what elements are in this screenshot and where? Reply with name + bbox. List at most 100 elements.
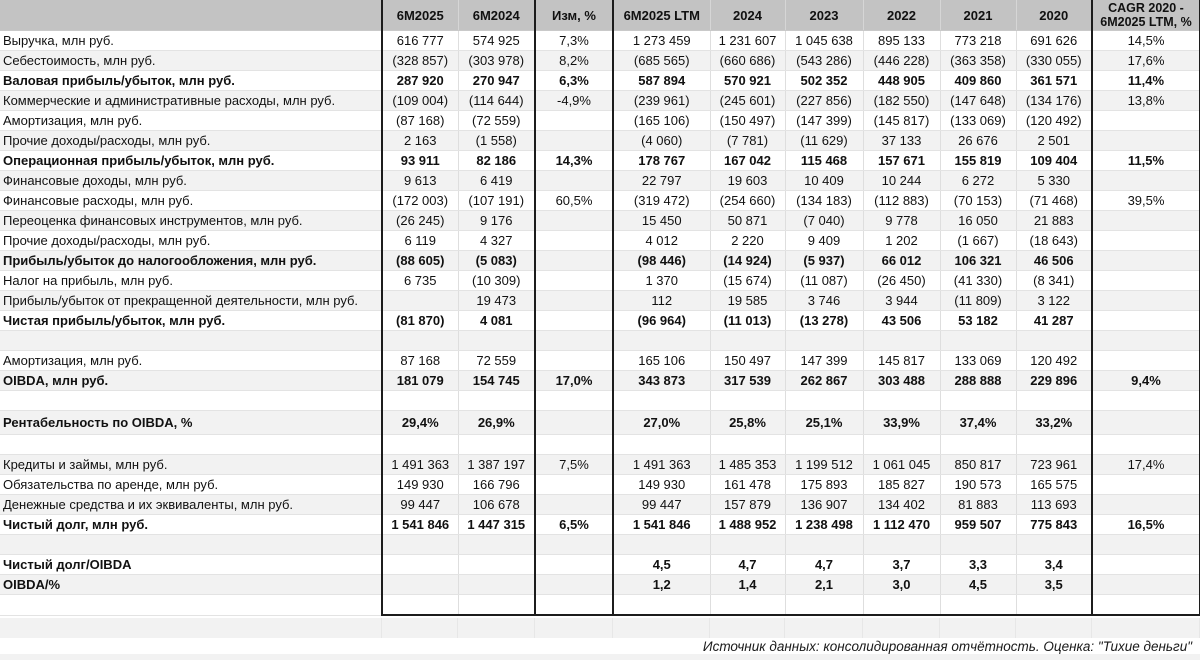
value-cell[interactable]: (96 964) <box>612 310 711 331</box>
row-label-cell[interactable]: Рентабельность по OIBDA, % <box>0 410 383 435</box>
value-cell[interactable] <box>1016 434 1093 455</box>
value-cell[interactable]: 17,6% <box>1091 50 1200 71</box>
empty-cell[interactable] <box>382 618 458 638</box>
value-cell[interactable]: 157 671 <box>863 150 941 171</box>
value-cell[interactable] <box>458 574 536 595</box>
empty-cell[interactable] <box>863 618 940 638</box>
value-cell[interactable]: 1 370 <box>612 270 711 291</box>
value-cell[interactable]: (239 961) <box>612 90 711 111</box>
value-cell[interactable]: 11,4% <box>1091 70 1200 91</box>
value-cell[interactable]: (1 558) <box>458 130 536 151</box>
value-cell[interactable] <box>1016 330 1093 351</box>
value-cell[interactable]: 2 163 <box>381 130 459 151</box>
value-cell[interactable] <box>1091 290 1200 311</box>
value-cell[interactable]: 9 409 <box>785 230 864 251</box>
value-cell[interactable]: 4,5 <box>612 554 711 575</box>
row-label-cell[interactable]: Чистая прибыль/убыток, млн руб. <box>0 310 383 331</box>
value-cell[interactable]: 9 176 <box>458 210 536 231</box>
value-cell[interactable]: 29,4% <box>381 410 459 435</box>
value-cell[interactable] <box>612 434 711 455</box>
value-cell[interactable]: 178 767 <box>612 150 711 171</box>
value-cell[interactable]: (10 309) <box>458 270 536 291</box>
value-cell[interactable] <box>1091 110 1200 131</box>
value-cell[interactable] <box>940 594 1017 616</box>
value-cell[interactable]: 287 920 <box>381 70 459 91</box>
value-cell[interactable]: 7,3% <box>534 30 614 51</box>
row-label-cell[interactable]: Амортизация, млн руб. <box>0 350 383 371</box>
value-cell[interactable] <box>1091 534 1200 555</box>
value-cell[interactable] <box>612 390 711 411</box>
value-cell[interactable]: 190 573 <box>940 474 1017 495</box>
value-cell[interactable]: 19 473 <box>458 290 536 311</box>
value-cell[interactable] <box>863 434 941 455</box>
value-cell[interactable] <box>863 390 941 411</box>
value-cell[interactable]: (133 069) <box>940 110 1017 131</box>
value-cell[interactable]: 17,4% <box>1091 454 1200 475</box>
value-cell[interactable]: 6,5% <box>534 514 614 535</box>
row-label-cell[interactable]: OIBDA, млн руб. <box>0 370 383 391</box>
value-cell[interactable]: (18 643) <box>1016 230 1093 251</box>
value-cell[interactable]: (11 013) <box>710 310 786 331</box>
row-label-cell[interactable]: Прочие доходы/расходы, млн руб. <box>0 230 383 251</box>
value-cell[interactable]: 1,4 <box>710 574 786 595</box>
value-cell[interactable]: 185 827 <box>863 474 941 495</box>
value-cell[interactable]: 115 468 <box>785 150 864 171</box>
value-cell[interactable]: 133 069 <box>940 350 1017 371</box>
value-cell[interactable] <box>534 210 614 231</box>
row-label-cell[interactable]: OIBDA/% <box>0 574 383 595</box>
value-cell[interactable] <box>534 170 614 191</box>
value-cell[interactable]: 587 894 <box>612 70 711 91</box>
value-cell[interactable]: 773 218 <box>940 30 1017 51</box>
column-header-6M2025 LTM[interactable]: 6M2025 LTM <box>612 0 711 31</box>
value-cell[interactable]: 6 419 <box>458 170 536 191</box>
value-cell[interactable]: 14,3% <box>534 150 614 171</box>
value-cell[interactable]: (13 278) <box>785 310 864 331</box>
value-cell[interactable] <box>381 290 459 311</box>
value-cell[interactable]: 72 559 <box>458 350 536 371</box>
value-cell[interactable]: 850 817 <box>940 454 1017 475</box>
value-cell[interactable]: (245 601) <box>710 90 786 111</box>
value-cell[interactable]: 317 539 <box>710 370 786 391</box>
value-cell[interactable] <box>458 554 536 575</box>
value-cell[interactable]: 1 387 197 <box>458 454 536 475</box>
value-cell[interactable]: (5 083) <box>458 250 536 271</box>
value-cell[interactable] <box>534 574 614 595</box>
row-label-cell[interactable] <box>0 434 383 455</box>
column-header-2023[interactable]: 2023 <box>785 0 864 31</box>
value-cell[interactable]: 6 119 <box>381 230 459 251</box>
value-cell[interactable]: 113 693 <box>1016 494 1093 515</box>
value-cell[interactable]: 1 045 638 <box>785 30 864 51</box>
value-cell[interactable] <box>1091 130 1200 151</box>
value-cell[interactable] <box>1091 390 1200 411</box>
value-cell[interactable]: 9 613 <box>381 170 459 191</box>
value-cell[interactable] <box>940 390 1017 411</box>
value-cell[interactable]: 1 491 363 <box>612 454 711 475</box>
value-cell[interactable]: 149 930 <box>381 474 459 495</box>
value-cell[interactable]: 229 896 <box>1016 370 1093 391</box>
value-cell[interactable]: 154 745 <box>458 370 536 391</box>
value-cell[interactable] <box>785 534 864 555</box>
value-cell[interactable]: 26 676 <box>940 130 1017 151</box>
value-cell[interactable]: 288 888 <box>940 370 1017 391</box>
value-cell[interactable] <box>534 250 614 271</box>
value-cell[interactable]: 6 272 <box>940 170 1017 191</box>
value-cell[interactable]: 2 220 <box>710 230 786 251</box>
value-cell[interactable]: 8,2% <box>534 50 614 71</box>
value-cell[interactable]: 361 571 <box>1016 70 1093 91</box>
value-cell[interactable]: 106 678 <box>458 494 536 515</box>
value-cell[interactable]: 9 778 <box>863 210 941 231</box>
value-cell[interactable]: 3,5 <box>1016 574 1093 595</box>
empty-cell[interactable] <box>1016 618 1092 638</box>
value-cell[interactable] <box>458 390 536 411</box>
row-label-cell[interactable]: Прибыль/убыток от прекращенной деятельно… <box>0 290 383 311</box>
value-cell[interactable]: 165 106 <box>612 350 711 371</box>
value-cell[interactable]: (26 450) <box>863 270 941 291</box>
value-cell[interactable] <box>458 330 536 351</box>
empty-cell[interactable] <box>0 618 382 638</box>
value-cell[interactable] <box>1091 270 1200 291</box>
value-cell[interactable]: (72 559) <box>458 110 536 131</box>
value-cell[interactable]: 134 402 <box>863 494 941 515</box>
value-cell[interactable] <box>458 534 536 555</box>
value-cell[interactable]: 10 244 <box>863 170 941 191</box>
value-cell[interactable] <box>534 230 614 251</box>
